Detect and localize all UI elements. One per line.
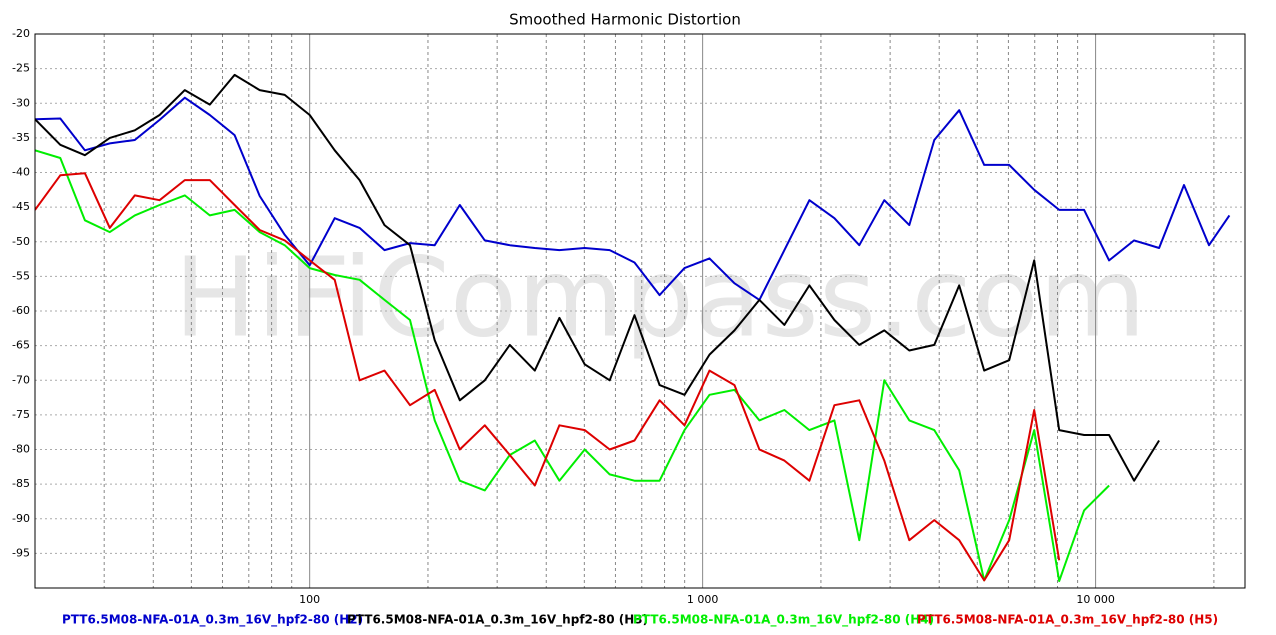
series-line: [35, 96, 1231, 301]
y-tick-label: -70: [12, 373, 30, 386]
x-tick-label: 10 000: [1076, 593, 1115, 606]
watermark: HiFiCompass.com: [174, 233, 1146, 361]
y-tick-label: -20: [12, 27, 30, 40]
y-tick-label: -45: [12, 200, 30, 213]
x-tick-label: 1 000: [687, 593, 719, 606]
y-tick-label: -40: [12, 166, 30, 179]
legend-entry: PTT6.5M08-NFA-01A_0.3m_16V_hpf2-80 (H2): [62, 613, 363, 628]
y-tick-label: -75: [12, 408, 30, 421]
series-line: [35, 73, 1160, 482]
y-tick-label: -60: [12, 304, 30, 317]
y-tick-label: -65: [12, 339, 30, 352]
x-tick-label: 100: [299, 593, 320, 606]
y-tick-label: -85: [12, 477, 30, 490]
plot-border: [34, 33, 1246, 589]
y-tick-label: -95: [12, 546, 30, 559]
y-tick-label: -25: [12, 62, 30, 75]
y-tick-label: -30: [12, 96, 30, 109]
y-tick-label: -90: [12, 512, 30, 525]
y-tick-label: -50: [12, 235, 30, 248]
y-tick-label: -35: [12, 131, 30, 144]
chart-title: Smoothed Harmonic Distortion: [509, 11, 741, 29]
series-line: [35, 149, 1110, 583]
legend-entry: PTT6.5M08-NFA-01A_0.3m_16V_hpf2-80 (H3): [347, 613, 648, 628]
y-tick-label: -80: [12, 443, 30, 456]
y-tick-label: -55: [12, 269, 30, 282]
series-line: [35, 172, 1061, 582]
legend-entry: PTT6.5M08-NFA-01A_0.3m_16V_hpf2-80 (H4): [633, 613, 934, 628]
legend-entry: PTT6.5M08-NFA-01A_0.3m_16V_hpf2-80 (H5): [917, 613, 1218, 628]
